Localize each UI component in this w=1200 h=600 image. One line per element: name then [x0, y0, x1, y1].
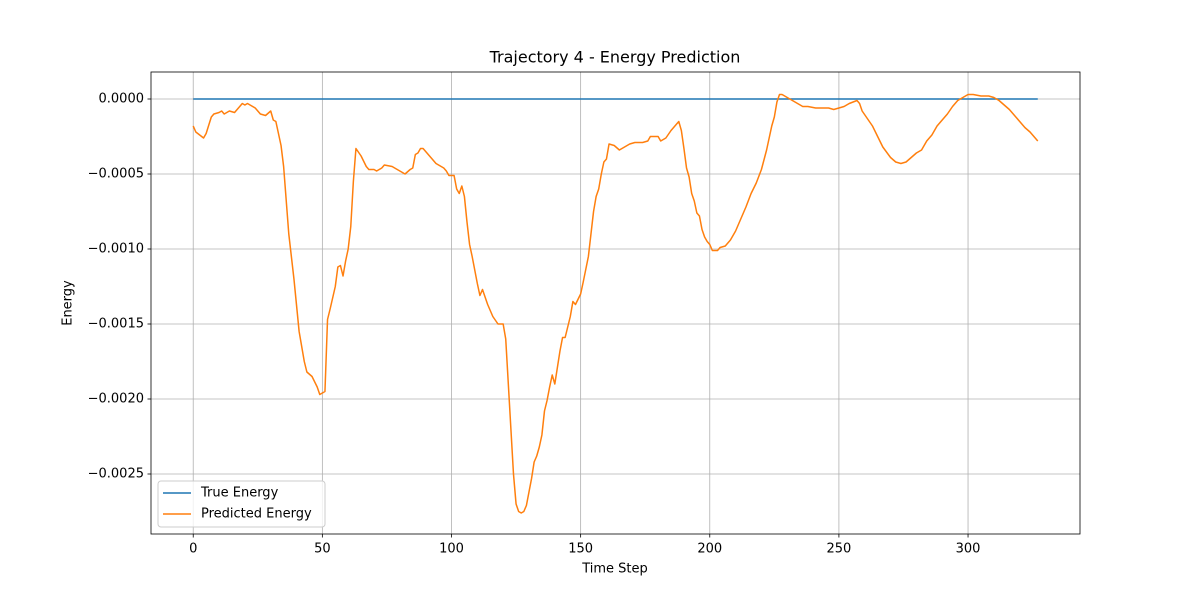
x-tick-label: 0: [189, 542, 197, 557]
x-tick-label: 50: [314, 542, 331, 557]
x-axis-label: Time Step: [581, 562, 648, 577]
legend-label: Predicted Energy: [201, 507, 312, 522]
y-tick-label: −0.0020: [88, 392, 144, 407]
y-tick-label: −0.0025: [88, 467, 144, 482]
y-tick-label: 0.0000: [99, 92, 145, 107]
y-axis-label: Energy: [61, 280, 76, 326]
chart-title: Trajectory 4 - Energy Prediction: [489, 48, 741, 67]
x-tick-label: 150: [568, 542, 593, 557]
plot-frame: [150, 71, 1081, 535]
legend-label: True Energy: [200, 486, 279, 501]
y-tick-label: −0.0015: [88, 317, 144, 332]
series-line: [192, 93, 1039, 514]
x-tick-label: 100: [439, 542, 464, 557]
x-tick-label: 200: [697, 542, 722, 557]
x-tick-label: 300: [956, 542, 981, 557]
y-tick-label: −0.0010: [88, 242, 144, 257]
y-tick-label: −0.0005: [88, 167, 144, 182]
x-tick-label: 250: [826, 542, 851, 557]
legend-box: [157, 480, 326, 528]
